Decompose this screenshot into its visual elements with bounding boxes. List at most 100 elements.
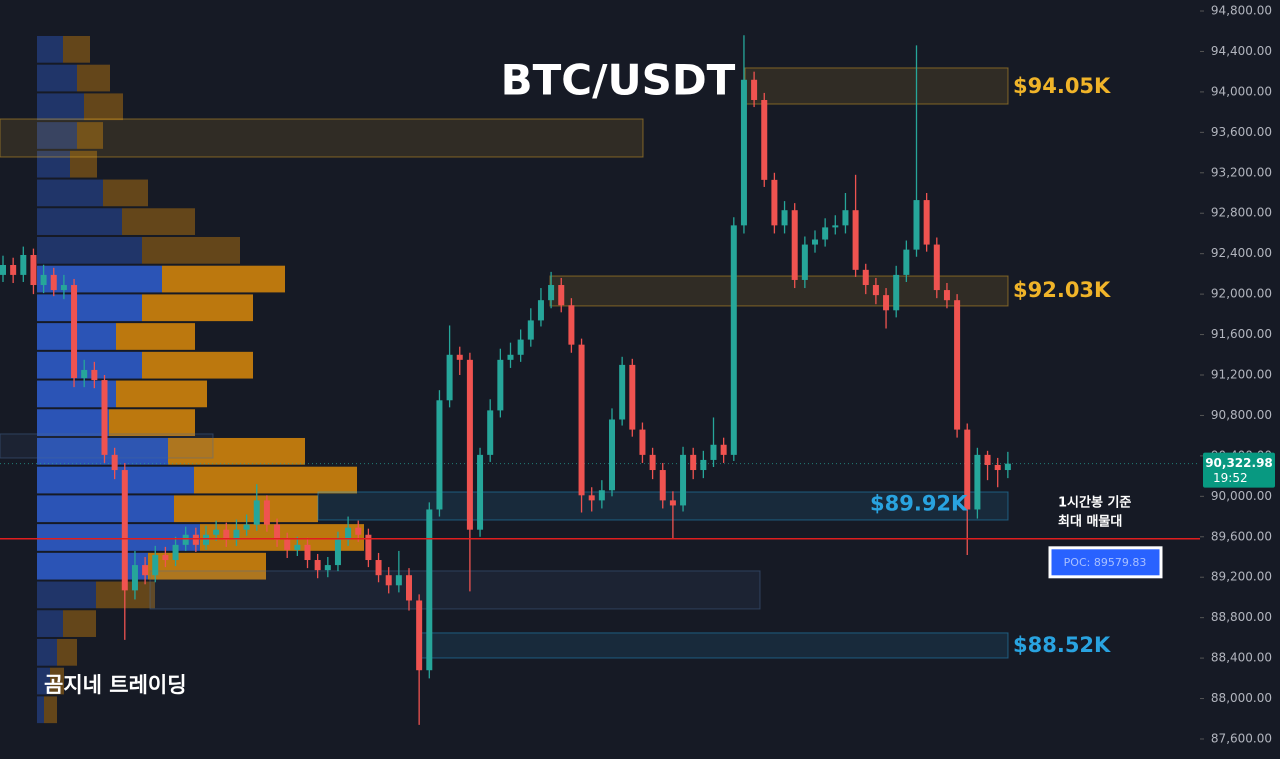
profile-buy	[37, 122, 77, 149]
candle-body	[862, 269, 869, 286]
candle-body	[548, 285, 555, 301]
candle-body	[558, 285, 565, 306]
candle-body	[233, 529, 240, 540]
candle-body	[639, 429, 646, 455]
profile-buy	[37, 93, 84, 121]
zone	[149, 570, 761, 610]
candle-body	[751, 79, 758, 100]
candle-body	[527, 320, 534, 340]
candle-body	[984, 454, 991, 465]
zone-label: $88.52K	[1013, 633, 1111, 657]
profile-sell	[168, 437, 305, 465]
profile-sell	[116, 380, 207, 408]
profile-buy	[37, 35, 63, 63]
candle-body	[1004, 463, 1011, 471]
candle-body	[446, 354, 453, 401]
candle-body	[375, 560, 382, 576]
y-tick-label: 88,800.00	[1211, 610, 1272, 624]
candle-body	[497, 359, 504, 411]
candle-body	[822, 227, 829, 240]
candle-body	[101, 380, 108, 455]
y-tick-label: 89,200.00	[1211, 570, 1272, 584]
profile-sell	[142, 294, 253, 322]
candle-body	[700, 459, 707, 471]
candle-body	[223, 529, 230, 540]
candle-body	[812, 239, 818, 245]
candle-body	[243, 524, 250, 530]
profile-buy	[37, 208, 122, 235]
candle-body	[456, 354, 463, 360]
profile-sell	[50, 667, 64, 695]
candle-body	[619, 364, 626, 420]
candle-body	[893, 274, 900, 311]
candle-body	[598, 490, 605, 501]
candle-body	[588, 495, 595, 501]
candle-body	[923, 200, 930, 245]
candle-body	[314, 560, 321, 571]
candle-body	[304, 544, 311, 561]
profile-buy	[37, 179, 103, 207]
candle-body	[466, 359, 473, 530]
chart-title: BTC/USDT	[501, 56, 736, 105]
y-tick-label: 92,800.00	[1211, 206, 1272, 220]
candle-body	[568, 305, 575, 345]
profile-sell	[103, 179, 148, 207]
candle-body	[852, 210, 859, 270]
candle-body	[730, 225, 737, 455]
candle-body	[284, 539, 291, 550]
candle-body	[943, 290, 950, 301]
profile-sell	[44, 696, 57, 724]
candle-body	[578, 344, 585, 496]
candle-body	[385, 575, 392, 586]
candle-body	[172, 544, 179, 561]
candle-body	[436, 400, 443, 510]
profile-buy	[37, 236, 142, 264]
candle-body	[60, 285, 67, 291]
candle-body	[0, 264, 6, 275]
profile-sell	[63, 35, 90, 63]
profile-sell	[63, 610, 96, 637]
candle-body	[609, 419, 615, 491]
y-tick-label: 94,400.00	[1211, 44, 1272, 58]
candle-body	[324, 565, 331, 571]
profile-buy	[37, 552, 148, 580]
candle-body	[690, 454, 697, 471]
profile-buy	[37, 610, 63, 637]
y-tick-label: 91,600.00	[1211, 327, 1272, 341]
y-tick-label: 93,600.00	[1211, 125, 1272, 139]
zone	[744, 67, 1009, 105]
candle-body	[872, 285, 879, 296]
candle-body	[121, 470, 128, 591]
poc-label: POC: 89579.83	[1064, 556, 1147, 569]
candle-body	[517, 339, 524, 355]
y-tick-label: 92,400.00	[1211, 246, 1272, 260]
profile-buy	[37, 265, 162, 293]
candle-body	[933, 244, 940, 291]
candle-body	[740, 79, 747, 226]
candle-body	[649, 454, 656, 471]
profile-buy	[37, 294, 142, 322]
y-tick-label: 87,600.00	[1211, 731, 1272, 745]
candle-body	[954, 300, 961, 430]
candle-body	[507, 354, 514, 360]
profile-buy	[37, 638, 57, 666]
candle-body	[274, 524, 281, 540]
profile-buy	[37, 351, 142, 379]
candle-body	[10, 264, 17, 275]
candle-body	[832, 225, 839, 228]
watermark: 곰지네 트레이딩	[44, 673, 187, 697]
candle-body	[345, 527, 352, 540]
profile-buy	[37, 64, 77, 92]
profile-sell	[57, 638, 77, 666]
poc-box	[1048, 546, 1163, 579]
profile-sell	[84, 93, 123, 121]
y-tick-label: 91,200.00	[1211, 368, 1272, 382]
candle-body	[152, 554, 159, 576]
candle-body	[426, 509, 433, 671]
candle-body	[334, 539, 341, 566]
candle-body	[669, 500, 676, 506]
poc-note: 최대 매물대	[1058, 514, 1122, 529]
candle-body	[91, 369, 98, 381]
profile-sell	[194, 466, 357, 494]
candle-body	[781, 210, 788, 226]
